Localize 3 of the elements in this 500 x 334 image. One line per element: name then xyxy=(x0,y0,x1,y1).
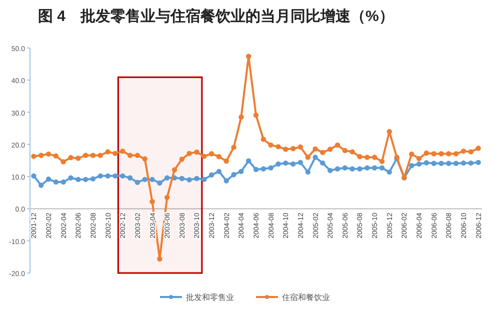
legend-label: 批发和零售业 xyxy=(186,293,234,302)
legend-label: 住宿和餐饮业 xyxy=(282,293,330,302)
chart-title: 图 4 批发零售业与住宿餐饮业的当月同比增速（%） xyxy=(38,7,394,25)
